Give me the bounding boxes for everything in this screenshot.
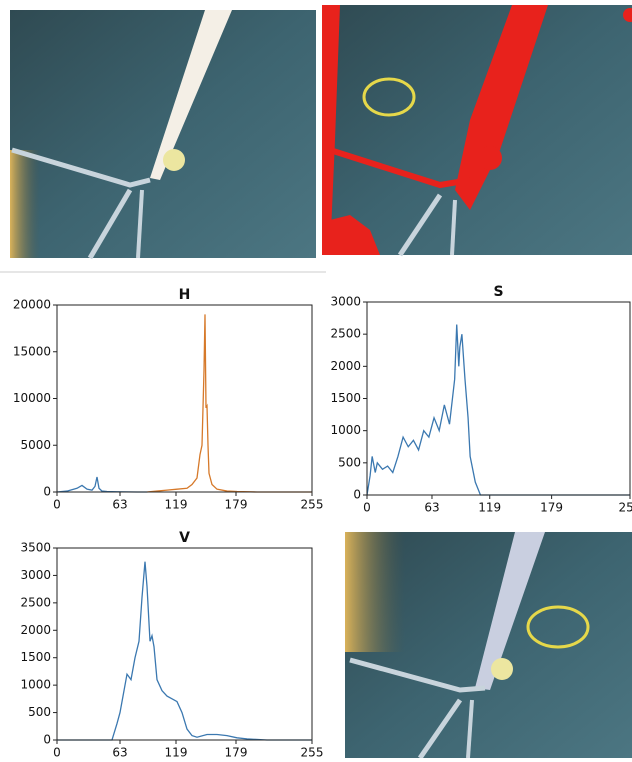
photo-segmented [322, 5, 632, 255]
y-tick-label: 2000 [330, 359, 361, 373]
x-tick-label: 179 [540, 501, 563, 515]
y-tick-label: 20000 [13, 298, 51, 312]
x-tick-label: 255 [301, 746, 324, 759]
x-tick-label: 255 [619, 501, 632, 515]
chart-title: S [493, 284, 503, 300]
y-tick-label: 500 [338, 455, 361, 469]
y-tick-label: 2500 [20, 595, 51, 609]
y-tick-label: 3500 [20, 541, 51, 555]
y-tick-label: 15000 [13, 344, 51, 358]
y-tick-label: 1000 [330, 423, 361, 437]
histogram-line [57, 477, 147, 492]
x-tick-label: 0 [53, 498, 61, 512]
y-tick-label: 3000 [20, 568, 51, 582]
x-tick-label: 0 [53, 746, 61, 759]
histogram-line [57, 562, 312, 740]
x-tick-label: 179 [225, 498, 248, 512]
photo-closeup [345, 532, 632, 758]
x-tick-label: 255 [301, 498, 324, 512]
x-tick-label: 0 [363, 501, 371, 515]
y-tick-label: 3000 [330, 295, 361, 309]
x-tick-label: 63 [112, 746, 127, 759]
y-tick-label: 2000 [20, 623, 51, 637]
figure: H05000100001500020000063119179255S050010… [0, 0, 632, 758]
plot-frame [57, 305, 312, 492]
y-tick-label: 0 [353, 488, 361, 502]
chart-title: H [179, 287, 191, 303]
x-tick-label: 119 [165, 498, 188, 512]
plot-frame [57, 548, 312, 740]
x-tick-label: 119 [165, 746, 188, 759]
y-tick-label: 1000 [20, 678, 51, 692]
y-tick-label: 1500 [20, 650, 51, 664]
x-tick-label: 119 [478, 501, 501, 515]
y-tick-label: 0 [43, 733, 51, 747]
chart-title: V [179, 530, 190, 546]
x-tick-label: 179 [225, 746, 248, 759]
histogram-line [147, 314, 312, 492]
y-tick-label: 1500 [330, 391, 361, 405]
y-tick-label: 2500 [330, 327, 361, 341]
histogram-line [367, 325, 630, 495]
y-tick-label: 500 [28, 705, 51, 719]
y-tick-label: 0 [43, 485, 51, 499]
y-tick-label: 5000 [20, 438, 51, 452]
x-tick-label: 63 [424, 501, 439, 515]
photo-original [10, 10, 316, 258]
y-tick-label: 10000 [13, 391, 51, 405]
plot-frame [367, 302, 630, 495]
x-tick-label: 63 [112, 498, 127, 512]
